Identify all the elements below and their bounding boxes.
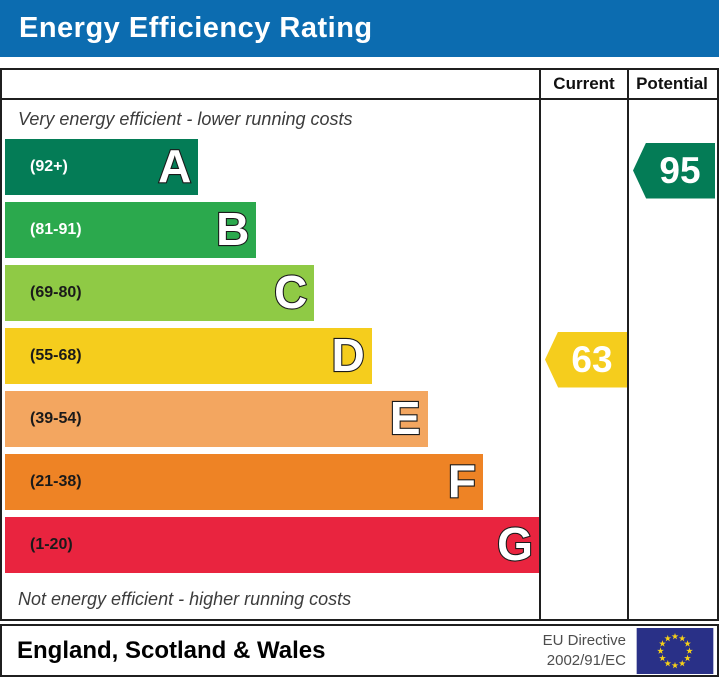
band-d-range-label: (55-68): [30, 347, 82, 364]
band-row-c: (69-80) C: [2, 265, 717, 328]
eu-directive-label: EU Directive 2002/91/EC: [543, 631, 626, 670]
band-g: (1-20) G: [5, 517, 540, 573]
current-cell-d: 63: [539, 328, 627, 391]
band-g-letter: G: [496, 518, 534, 571]
band-b: (81-91) B: [5, 202, 257, 258]
potential-cell-f: [627, 454, 715, 517]
table-header-row: Current Potential: [2, 70, 717, 100]
current-column-header: Current: [539, 70, 627, 98]
band-row-f: (21-38) F: [2, 454, 717, 517]
band-a: (92+) A: [5, 139, 199, 195]
current-cell-c: [539, 265, 627, 328]
footer-region-label: England, Scotland & Wales: [17, 636, 326, 664]
eu-flag-icon: [636, 627, 714, 674]
band-f-letter: F: [447, 455, 477, 508]
band-e: (39-54) E: [5, 391, 428, 447]
band-f: (21-38) F: [5, 454, 483, 510]
band-row-b: (81-91) B: [2, 202, 717, 265]
band-row-a: (92+) A 95: [2, 139, 717, 202]
eu-directive-line2: 2002/91/EC: [546, 651, 626, 669]
title-bar: Energy Efficiency Rating: [0, 0, 719, 57]
band-d-letter: D: [330, 329, 365, 382]
footer: England, Scotland & Wales EU Directive 2…: [0, 624, 719, 677]
header-spacer: [2, 70, 539, 98]
potential-cell-e: [627, 391, 715, 454]
potential-cell-d: [627, 328, 715, 391]
band-a-letter: A: [157, 140, 192, 193]
potential-rating-value: 95: [659, 149, 701, 191]
band-e-letter: E: [389, 392, 422, 445]
potential-rating-arrow: 95: [633, 142, 715, 199]
band-row-d: (55-68) D 63: [2, 328, 717, 391]
current-cell-g: [539, 517, 627, 580]
band-row-g: (1-20) G: [2, 517, 717, 580]
top-caption-row: Very energy efficient - lower running co…: [2, 100, 717, 139]
band-c: (69-80) C: [5, 265, 315, 321]
band-row-e: (39-54) E: [2, 391, 717, 454]
band-e-range-label: (39-54): [30, 410, 82, 427]
band-d: (55-68) D: [5, 328, 372, 384]
potential-cell-c: [627, 265, 715, 328]
potential-cell-g: [627, 517, 715, 580]
rating-table: Current Potential Very energy efficient …: [0, 68, 719, 621]
current-cell-e: [539, 391, 627, 454]
band-f-range-label: (21-38): [30, 473, 82, 490]
band-a-range-label: (92+): [30, 158, 68, 175]
eu-directive-line1: EU Directive: [542, 632, 626, 649]
page-title: Energy Efficiency Rating: [19, 12, 373, 44]
band-c-range-label: (69-80): [30, 284, 82, 301]
band-c-letter: C: [273, 266, 308, 319]
current-cell-f: [539, 454, 627, 517]
current-rating-arrow: 63: [545, 331, 627, 388]
current-rating-value: 63: [571, 338, 613, 380]
bottom-caption: Not energy efficient - higher running co…: [18, 589, 352, 609]
potential-cell-b: [627, 202, 715, 265]
potential-column-header: Potential: [627, 70, 715, 98]
current-cell-b: [539, 202, 627, 265]
band-b-letter: B: [215, 203, 250, 256]
band-b-range-label: (81-91): [30, 221, 82, 238]
bottom-caption-row: Not energy efficient - higher running co…: [2, 580, 717, 619]
potential-cell-a: 95: [627, 139, 715, 202]
top-caption: Very energy efficient - lower running co…: [18, 109, 353, 129]
band-g-range-label: (1-20): [30, 536, 73, 553]
current-cell-a: [539, 139, 627, 202]
